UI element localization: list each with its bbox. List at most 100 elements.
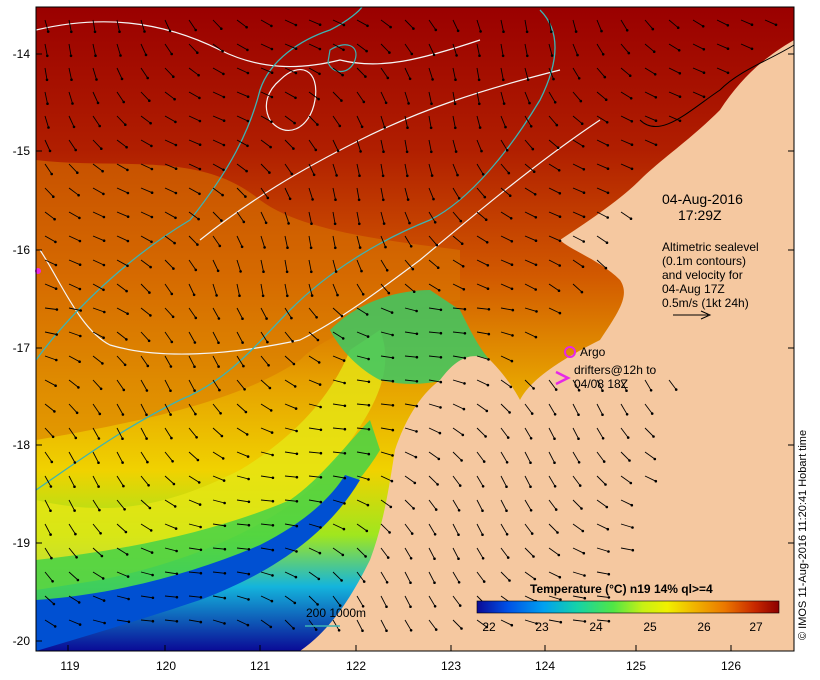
- velocity-vector: [380, 187, 384, 200]
- velocity-vector-head: [458, 604, 462, 607]
- velocity-vector-head: [430, 102, 433, 105]
- velocity-vector-head: [362, 100, 366, 104]
- velocity-vector-head: [69, 54, 73, 58]
- velocity-vector-head: [408, 77, 412, 81]
- lon-tick-label: 122: [346, 659, 366, 673]
- velocity-vector: [212, 307, 220, 319]
- velocity-vector: [572, 187, 585, 194]
- velocity-vector-head: [487, 308, 491, 311]
- colorbar-tick-label: 24: [589, 620, 603, 634]
- velocity-vector-head: [342, 527, 346, 531]
- velocity-vector-head: [317, 577, 321, 581]
- velocity-vector-head: [125, 338, 128, 341]
- velocity-vector-head: [294, 71, 298, 75]
- velocity-vector: [68, 259, 81, 266]
- velocity-vector: [500, 355, 513, 362]
- velocity-vector: [644, 427, 654, 437]
- velocity-vector: [548, 283, 560, 292]
- velocity-vector-head: [533, 193, 537, 196]
- velocity-vector: [260, 163, 270, 173]
- velocity-vector: [44, 187, 54, 198]
- velocity-vector-head: [361, 605, 365, 608]
- velocity-vector: [356, 547, 366, 557]
- velocity-vector: [500, 139, 508, 151]
- velocity-vector: [44, 451, 53, 463]
- velocity-vector: [452, 283, 464, 290]
- velocity-vector: [68, 235, 81, 242]
- velocity-vector-head: [415, 380, 419, 383]
- velocity-vector-head: [318, 383, 322, 386]
- velocity-vector-head: [366, 335, 370, 338]
- velocity-vector-head: [266, 196, 270, 200]
- velocity-vector: [380, 427, 393, 431]
- velocity-vector: [236, 403, 247, 413]
- velocity-vector: [188, 283, 195, 295]
- velocity-vector: [596, 115, 608, 123]
- velocity-vector-head: [174, 143, 178, 147]
- velocity-vector-head: [198, 503, 202, 506]
- velocity-vector: [404, 475, 416, 484]
- velocity-vector: [260, 523, 273, 526]
- velocity-vector-head: [361, 629, 364, 632]
- velocity-vector: [452, 91, 456, 104]
- velocity-vector-head: [55, 308, 59, 311]
- velocity-vector-head: [678, 119, 682, 123]
- velocity-vector: [44, 91, 48, 104]
- velocity-vector: [140, 67, 149, 79]
- velocity-vector-head: [221, 193, 224, 197]
- velocity-vector-head: [261, 294, 265, 298]
- velocity-vector: [620, 475, 632, 484]
- velocity-vector: [572, 235, 584, 242]
- velocity-vector-head: [581, 145, 585, 148]
- velocity-vector: [380, 595, 387, 607]
- velocity-vector: [452, 427, 464, 436]
- velocity-vector: [548, 619, 561, 623]
- velocity-vector: [596, 163, 609, 170]
- velocity-vector-head: [175, 620, 179, 623]
- velocity-vector-head: [481, 533, 484, 536]
- velocity-vector: [212, 355, 219, 367]
- velocity-vector: [284, 19, 297, 26]
- velocity-vector: [164, 331, 173, 343]
- velocity-vector: [452, 571, 460, 583]
- velocity-vector: [236, 619, 249, 626]
- velocity-vector-head: [367, 380, 371, 384]
- velocity-vector-head: [456, 29, 460, 33]
- altimetry-note-line: and velocity for: [662, 268, 743, 282]
- velocity-vector: [356, 331, 369, 338]
- velocity-vector: [68, 211, 80, 219]
- velocity-vector: [428, 523, 436, 535]
- velocity-vector-head: [239, 270, 242, 273]
- velocity-vector-head: [629, 97, 633, 100]
- velocity-vector-head: [49, 485, 53, 488]
- velocity-vector-head: [102, 336, 105, 340]
- velocity-vector-head: [625, 29, 629, 32]
- velocity-vector: [572, 379, 580, 391]
- velocity-vector: [380, 403, 393, 406]
- velocity-vector-head: [461, 265, 465, 268]
- velocity-vector: [524, 235, 537, 242]
- velocity-vector-head: [101, 362, 104, 365]
- bathymetry-contour: [327, 44, 357, 73]
- velocity-vector-head: [487, 332, 491, 336]
- velocity-vector-head: [505, 485, 508, 489]
- velocity-vector-head: [197, 481, 201, 484]
- velocity-vector: [164, 427, 172, 439]
- velocity-vector-head: [579, 99, 583, 103]
- velocity-vector: [212, 331, 219, 343]
- velocity-vector: [500, 499, 507, 511]
- velocity-vector: [116, 43, 121, 56]
- velocity-vector-head: [198, 167, 202, 171]
- velocity-vector-head: [535, 310, 538, 313]
- velocity-vector: [356, 427, 369, 430]
- velocity-vector: [404, 331, 417, 335]
- velocity-vector: [188, 139, 201, 146]
- velocity-vector-head: [267, 364, 270, 367]
- velocity-vector-head: [270, 431, 274, 434]
- velocity-vector: [212, 523, 225, 527]
- velocity-vector-head: [559, 620, 563, 624]
- velocity-vector: [428, 19, 437, 31]
- velocity-vector: [140, 379, 148, 391]
- velocity-vector-head: [223, 622, 226, 625]
- velocity-vector-head: [318, 23, 322, 27]
